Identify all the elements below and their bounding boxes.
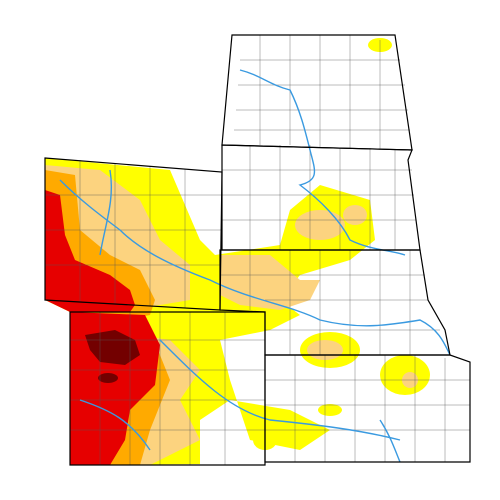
d4-areas [85, 330, 140, 383]
north-dakota [222, 35, 412, 150]
state-borders [44, 34, 471, 466]
county-lines [45, 35, 470, 465]
rivers [59, 69, 451, 463]
